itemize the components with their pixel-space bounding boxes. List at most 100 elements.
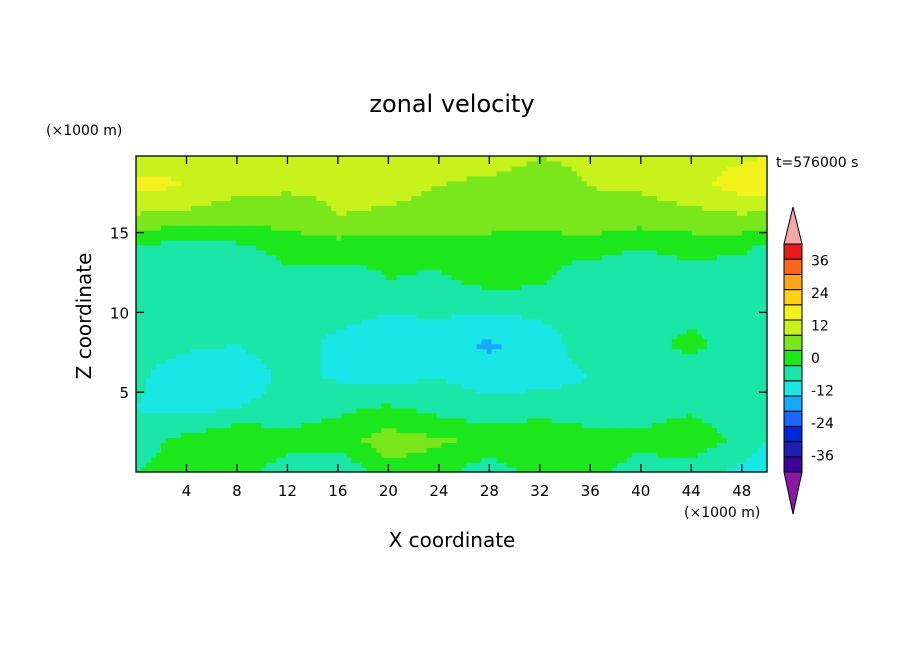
heatmap-cell [476,323,483,330]
heatmap-cell [701,314,708,320]
heatmap-cell [341,363,347,369]
heatmap-cell [586,437,593,443]
heatmap-cell [661,467,668,472]
heatmap-cell [376,397,382,404]
heatmap-cell [366,333,372,340]
heatmap-cell [661,457,668,463]
heatmap-cell [641,457,648,463]
heatmap-cell [416,294,423,300]
heatmap-cell [406,452,413,458]
heatmap-cell [501,343,508,350]
heatmap-cell [626,442,633,448]
heatmap-cell [211,452,217,458]
heatmap-cell [526,279,533,285]
heatmap-cell [191,437,197,443]
heatmap-cell [616,397,623,404]
heatmap-cell [441,422,448,429]
heatmap-cell [271,393,277,399]
heatmap-cell [631,304,638,310]
heatmap-cell [571,373,578,379]
heatmap-cell [566,363,573,369]
heatmap-cell [306,412,312,419]
heatmap-cell [396,363,403,369]
heatmap-cell [236,333,242,340]
heatmap-cell [351,328,357,335]
heatmap-cell [711,442,718,448]
heatmap-cell [171,333,177,340]
heatmap-cell [631,452,638,458]
heatmap-cell [221,437,227,443]
heatmap-cell [476,373,483,379]
heatmap-cell [556,397,563,404]
heatmap-cell [261,318,267,325]
heatmap-cell [176,457,182,463]
heatmap-cell [736,358,743,364]
heatmap-cell [621,328,628,335]
heatmap-cell [506,427,513,434]
heatmap-cell [336,333,342,340]
heatmap-cell [511,437,518,443]
heatmap-cell [366,294,372,300]
heatmap-cell [481,412,488,419]
heatmap-cell [201,314,207,320]
heatmap-cell [156,373,162,379]
heatmap-cell [596,343,603,350]
heatmap-cell [356,467,362,472]
heatmap-cell [291,378,297,384]
heatmap-cell [226,358,232,364]
heatmap-cell [706,457,713,463]
heatmap-cell [456,452,463,458]
heatmap-cell [406,402,413,409]
heatmap-cell [276,274,282,281]
heatmap-cell [251,289,257,295]
heatmap-cell [421,467,428,472]
heatmap-cell [386,442,393,448]
heatmap-cell [396,299,403,305]
heatmap-cell [436,397,443,404]
heatmap-cell [426,318,433,325]
heatmap-cell [631,393,638,399]
heatmap-cell [141,279,147,285]
heatmap-cell [526,299,533,305]
heatmap-cell [546,343,553,350]
heatmap-cell [761,452,767,458]
heatmap-cell [681,348,688,355]
heatmap-cell [491,368,498,374]
heatmap-cell [581,393,588,399]
heatmap-cell [576,397,583,404]
heatmap-cell [316,427,322,434]
heatmap-cell [681,378,688,384]
heatmap-cell [506,323,513,330]
heatmap-cell [161,437,167,443]
heatmap-cell [241,309,247,315]
heatmap-cell [621,368,628,374]
heatmap-cell [461,368,468,374]
heatmap-cell [351,457,357,463]
heatmap-cell [756,402,763,409]
heatmap-cell [541,467,548,472]
heatmap-cell [691,442,698,448]
heatmap-cell [271,447,277,453]
heatmap-cell [316,318,322,325]
heatmap-cell [226,412,232,419]
heatmap-cell [371,338,377,345]
heatmap-cell [736,432,743,439]
heatmap-cell [156,368,162,374]
heatmap-cell [706,452,713,458]
heatmap-cell [736,417,743,424]
heatmap-cell [726,417,733,424]
heatmap-cell [546,407,553,414]
heatmap-cell [311,274,317,281]
heatmap-cell [511,289,518,295]
heatmap-cell [146,274,152,281]
heatmap-cell [431,318,438,325]
heatmap-cell [336,417,342,424]
heatmap-cell [586,412,593,419]
heatmap-cell [336,279,342,285]
heatmap-cell [606,353,613,360]
heatmap-cell [146,363,152,369]
heatmap-cell [751,383,758,389]
heatmap-cell [476,368,483,374]
heatmap-cell [251,422,257,429]
heatmap-cell [341,378,347,384]
